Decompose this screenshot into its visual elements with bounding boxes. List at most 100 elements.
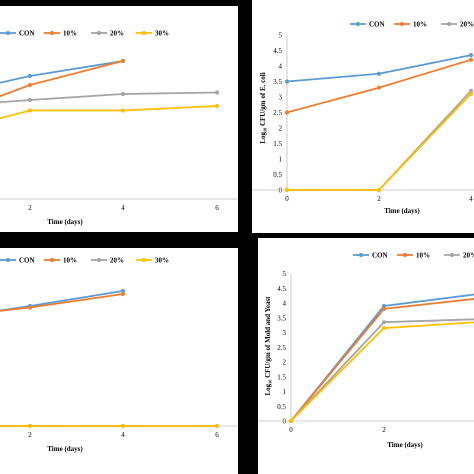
y-tick-label: 2.5 — [277, 344, 286, 352]
y-tick-label: 4.5 — [273, 47, 282, 55]
series-line-30pct — [287, 93, 472, 191]
data-point-CON — [376, 71, 382, 76]
chart-panel-top-right: 0 0.5 1 1.5 2 2.5 3 3.5 4 4.5 5 Log₁₀ CFU/gm of E. … — [252, 0, 474, 233]
data-point-30pct — [120, 423, 126, 429]
legend-label: 30% — [155, 257, 169, 265]
x-tick-label: 2 — [382, 426, 386, 434]
chart-ecoli: 0 0.5 1 1.5 2 2.5 3 3.5 4 4.5 5 Log₁₀ CFU/gm of E. … — [252, 21, 474, 215]
x-tick-label: 4 — [469, 195, 473, 203]
chart-top-left: 2 4 6 Time (days) CON 10% 20% 30% — [0, 30, 238, 226]
data-point-10pct — [376, 85, 382, 90]
y-tick-label: 1 — [283, 388, 287, 396]
data-point-CON — [27, 73, 33, 79]
data-point-30pct — [120, 108, 126, 113]
legend-label: CON — [372, 252, 388, 260]
data-point-30pct — [288, 418, 294, 424]
legend-label: 10% — [413, 21, 427, 29]
x-tick-label: 6 — [215, 204, 219, 212]
y-tick-label: 0 — [283, 418, 287, 426]
y-tick-label: 2.5 — [273, 109, 282, 117]
legend-marker — [449, 252, 455, 258]
legend-marker — [49, 30, 55, 36]
y-axis-title: Log₁₀ CFU/gm of Mold and Yeast — [264, 296, 272, 396]
x-axis-title: Time (days) — [387, 441, 423, 449]
x-tick-label: 2 — [28, 204, 32, 212]
data-point-30pct — [381, 325, 387, 331]
data-point-CON — [284, 79, 290, 84]
data-point-10pct — [120, 58, 126, 64]
x-tick-label: 4 — [121, 204, 125, 212]
chart-panel-bottom-right: 0 0.5 1 1.5 2 2.5 3 3.5 4 4.5 5 Log₁₀ CFU/gm of Mol… — [258, 238, 474, 474]
x-tick-label: 2 — [28, 431, 32, 439]
data-point-20pct — [468, 88, 474, 93]
x-tick-label: 0 — [289, 426, 293, 434]
legend-label: 20% — [460, 21, 474, 29]
legend-marker — [96, 30, 102, 36]
y-tick-label: 5 — [279, 32, 283, 40]
legend-label: 30% — [155, 30, 169, 38]
data-point-10pct — [468, 57, 474, 62]
y-tick-label: 1.5 — [273, 140, 282, 148]
series-line-CON — [290, 293, 474, 422]
chart-panel-top-left: 2 4 6 Time (days) CON 10% 20% 30% — [0, 6, 238, 232]
data-point-10pct — [381, 306, 387, 311]
data-point-10pct — [284, 110, 290, 115]
data-point-20pct — [381, 320, 387, 325]
chart-bottom-left: 2 4 6 Time (days) CON 10% 20% 30% — [0, 257, 238, 453]
legend-marker — [358, 252, 364, 258]
y-tick-label: 5 — [283, 270, 287, 278]
x-axis-title: Time (days) — [384, 207, 420, 215]
data-point-10pct — [120, 291, 126, 297]
data-point-20pct — [214, 90, 220, 95]
data-point-CON — [120, 288, 126, 294]
data-point-30pct — [284, 187, 290, 193]
legend-label: CON — [369, 21, 385, 29]
x-axis-title: Time (days) — [47, 218, 83, 226]
data-point-30pct — [468, 91, 474, 96]
x-tick-label: 0 — [285, 195, 289, 203]
series-line-30pct — [0, 105, 218, 120]
data-point-10pct — [27, 305, 33, 310]
y-tick-label: 1 — [279, 156, 283, 164]
legend-marker — [96, 257, 102, 263]
data-point-CON — [468, 53, 474, 58]
series-line-10pct — [0, 60, 124, 98]
series-line-30pct — [290, 321, 474, 422]
data-point-10pct — [27, 82, 33, 88]
legend-label: 20% — [110, 30, 124, 38]
y-tick-label: 2 — [283, 359, 287, 367]
data-point-30pct — [27, 423, 33, 429]
data-point-20pct — [120, 91, 126, 97]
series-line-20pct — [0, 91, 218, 104]
x-axis-title: Time (days) — [47, 445, 83, 453]
legend-label: CON — [19, 257, 35, 265]
legend-marker — [5, 30, 11, 36]
data-point-CON — [381, 303, 387, 309]
chart-mold-yeast: 0 0.5 1 1.5 2 2.5 3 3.5 4 4.5 5 Log₁₀ CFU/gm of Mol… — [258, 252, 474, 449]
legend-marker — [49, 257, 55, 263]
y-tick-label: 3 — [279, 94, 283, 102]
legend-label: 20% — [463, 252, 474, 260]
legend-marker — [355, 21, 361, 27]
data-point-30pct — [214, 103, 220, 109]
y-tick-label: 3.5 — [277, 314, 286, 322]
data-point-20pct — [27, 97, 33, 103]
chart-panel-bottom-left: 2 4 6 Time (days) CON 10% 20% 30% — [0, 248, 238, 474]
data-point-30pct — [27, 108, 33, 113]
legend-marker — [446, 21, 452, 27]
legend-label: CON — [19, 30, 35, 38]
y-tick-label: 4 — [279, 63, 283, 71]
data-point-30pct — [214, 423, 220, 429]
y-tick-label: 0 — [279, 187, 283, 195]
y-tick-label: 1.5 — [277, 373, 286, 381]
y-tick-label: 4 — [283, 300, 287, 308]
x-tick-label: 6 — [215, 431, 219, 439]
y-tick-label: 3.5 — [273, 78, 282, 86]
y-axis-title: Log₁₀ CFU/gm of E. coli — [259, 72, 267, 143]
x-tick-label: 4 — [121, 431, 125, 439]
legend-marker — [141, 30, 147, 36]
